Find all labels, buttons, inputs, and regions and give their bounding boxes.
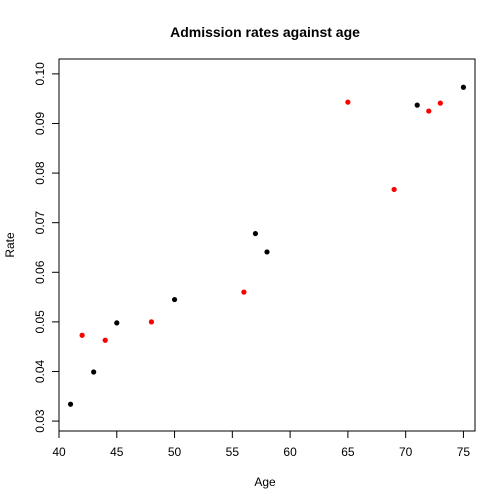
- x-tick-label: 55: [226, 445, 240, 459]
- y-axis-ticks: 0.03 0.04 0.05 0.06 0.07 0.08 0.09 0.10: [33, 62, 59, 433]
- data-point: [241, 289, 247, 295]
- y-tick-label: 0.10: [33, 62, 47, 86]
- data-point: [79, 332, 85, 338]
- y-tick-label: 0.08: [33, 161, 47, 185]
- data-point: [460, 84, 467, 90]
- x-axis-ticks: 40 45 50 55 60 65 70 75: [52, 431, 470, 459]
- x-axis-label: Age: [254, 475, 276, 489]
- data-point: [252, 230, 259, 237]
- y-axis-label: Rate: [3, 232, 17, 258]
- plot-frame: [58, 58, 476, 432]
- data-point: [345, 99, 351, 105]
- data-point: [67, 401, 74, 407]
- y-tick-label: 0.09: [33, 111, 47, 135]
- chart-title: Admission rates against age: [170, 24, 360, 40]
- y-tick-label: 0.04: [33, 359, 47, 383]
- y-tick-label: 0.07: [33, 211, 47, 235]
- x-tick-label: 70: [399, 445, 413, 459]
- x-tick-label: 75: [457, 445, 471, 459]
- y-tick-label: 0.05: [33, 310, 47, 334]
- data-point: [391, 186, 397, 193]
- data-point: [426, 108, 432, 114]
- x-tick-label: 60: [283, 445, 297, 459]
- data-point: [437, 100, 443, 106]
- data-points: [67, 84, 467, 407]
- data-point: [264, 249, 270, 255]
- data-point: [171, 296, 178, 303]
- data-point: [91, 369, 97, 375]
- x-tick-label: 50: [168, 445, 182, 459]
- y-tick-label: 0.03: [33, 409, 47, 433]
- x-tick-label: 45: [110, 445, 124, 459]
- data-point: [414, 102, 420, 108]
- data-point: [148, 319, 155, 325]
- data-point: [102, 337, 108, 343]
- data-point: [114, 320, 120, 326]
- x-tick-label: 65: [341, 445, 355, 459]
- y-tick-label: 0.06: [33, 260, 47, 284]
- x-tick-label: 40: [52, 445, 66, 459]
